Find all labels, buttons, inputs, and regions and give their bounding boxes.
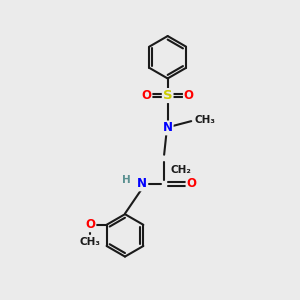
Text: O: O bbox=[142, 89, 152, 102]
Text: CH₃: CH₃ bbox=[80, 237, 101, 247]
Text: S: S bbox=[163, 89, 172, 102]
Text: N: N bbox=[163, 122, 173, 134]
Text: CH₃: CH₃ bbox=[194, 115, 215, 125]
Text: O: O bbox=[85, 218, 95, 231]
Text: N: N bbox=[137, 177, 147, 190]
Text: O: O bbox=[184, 89, 194, 102]
Text: O: O bbox=[187, 177, 196, 190]
Text: CH₂: CH₂ bbox=[171, 165, 191, 175]
Text: H: H bbox=[122, 175, 131, 185]
